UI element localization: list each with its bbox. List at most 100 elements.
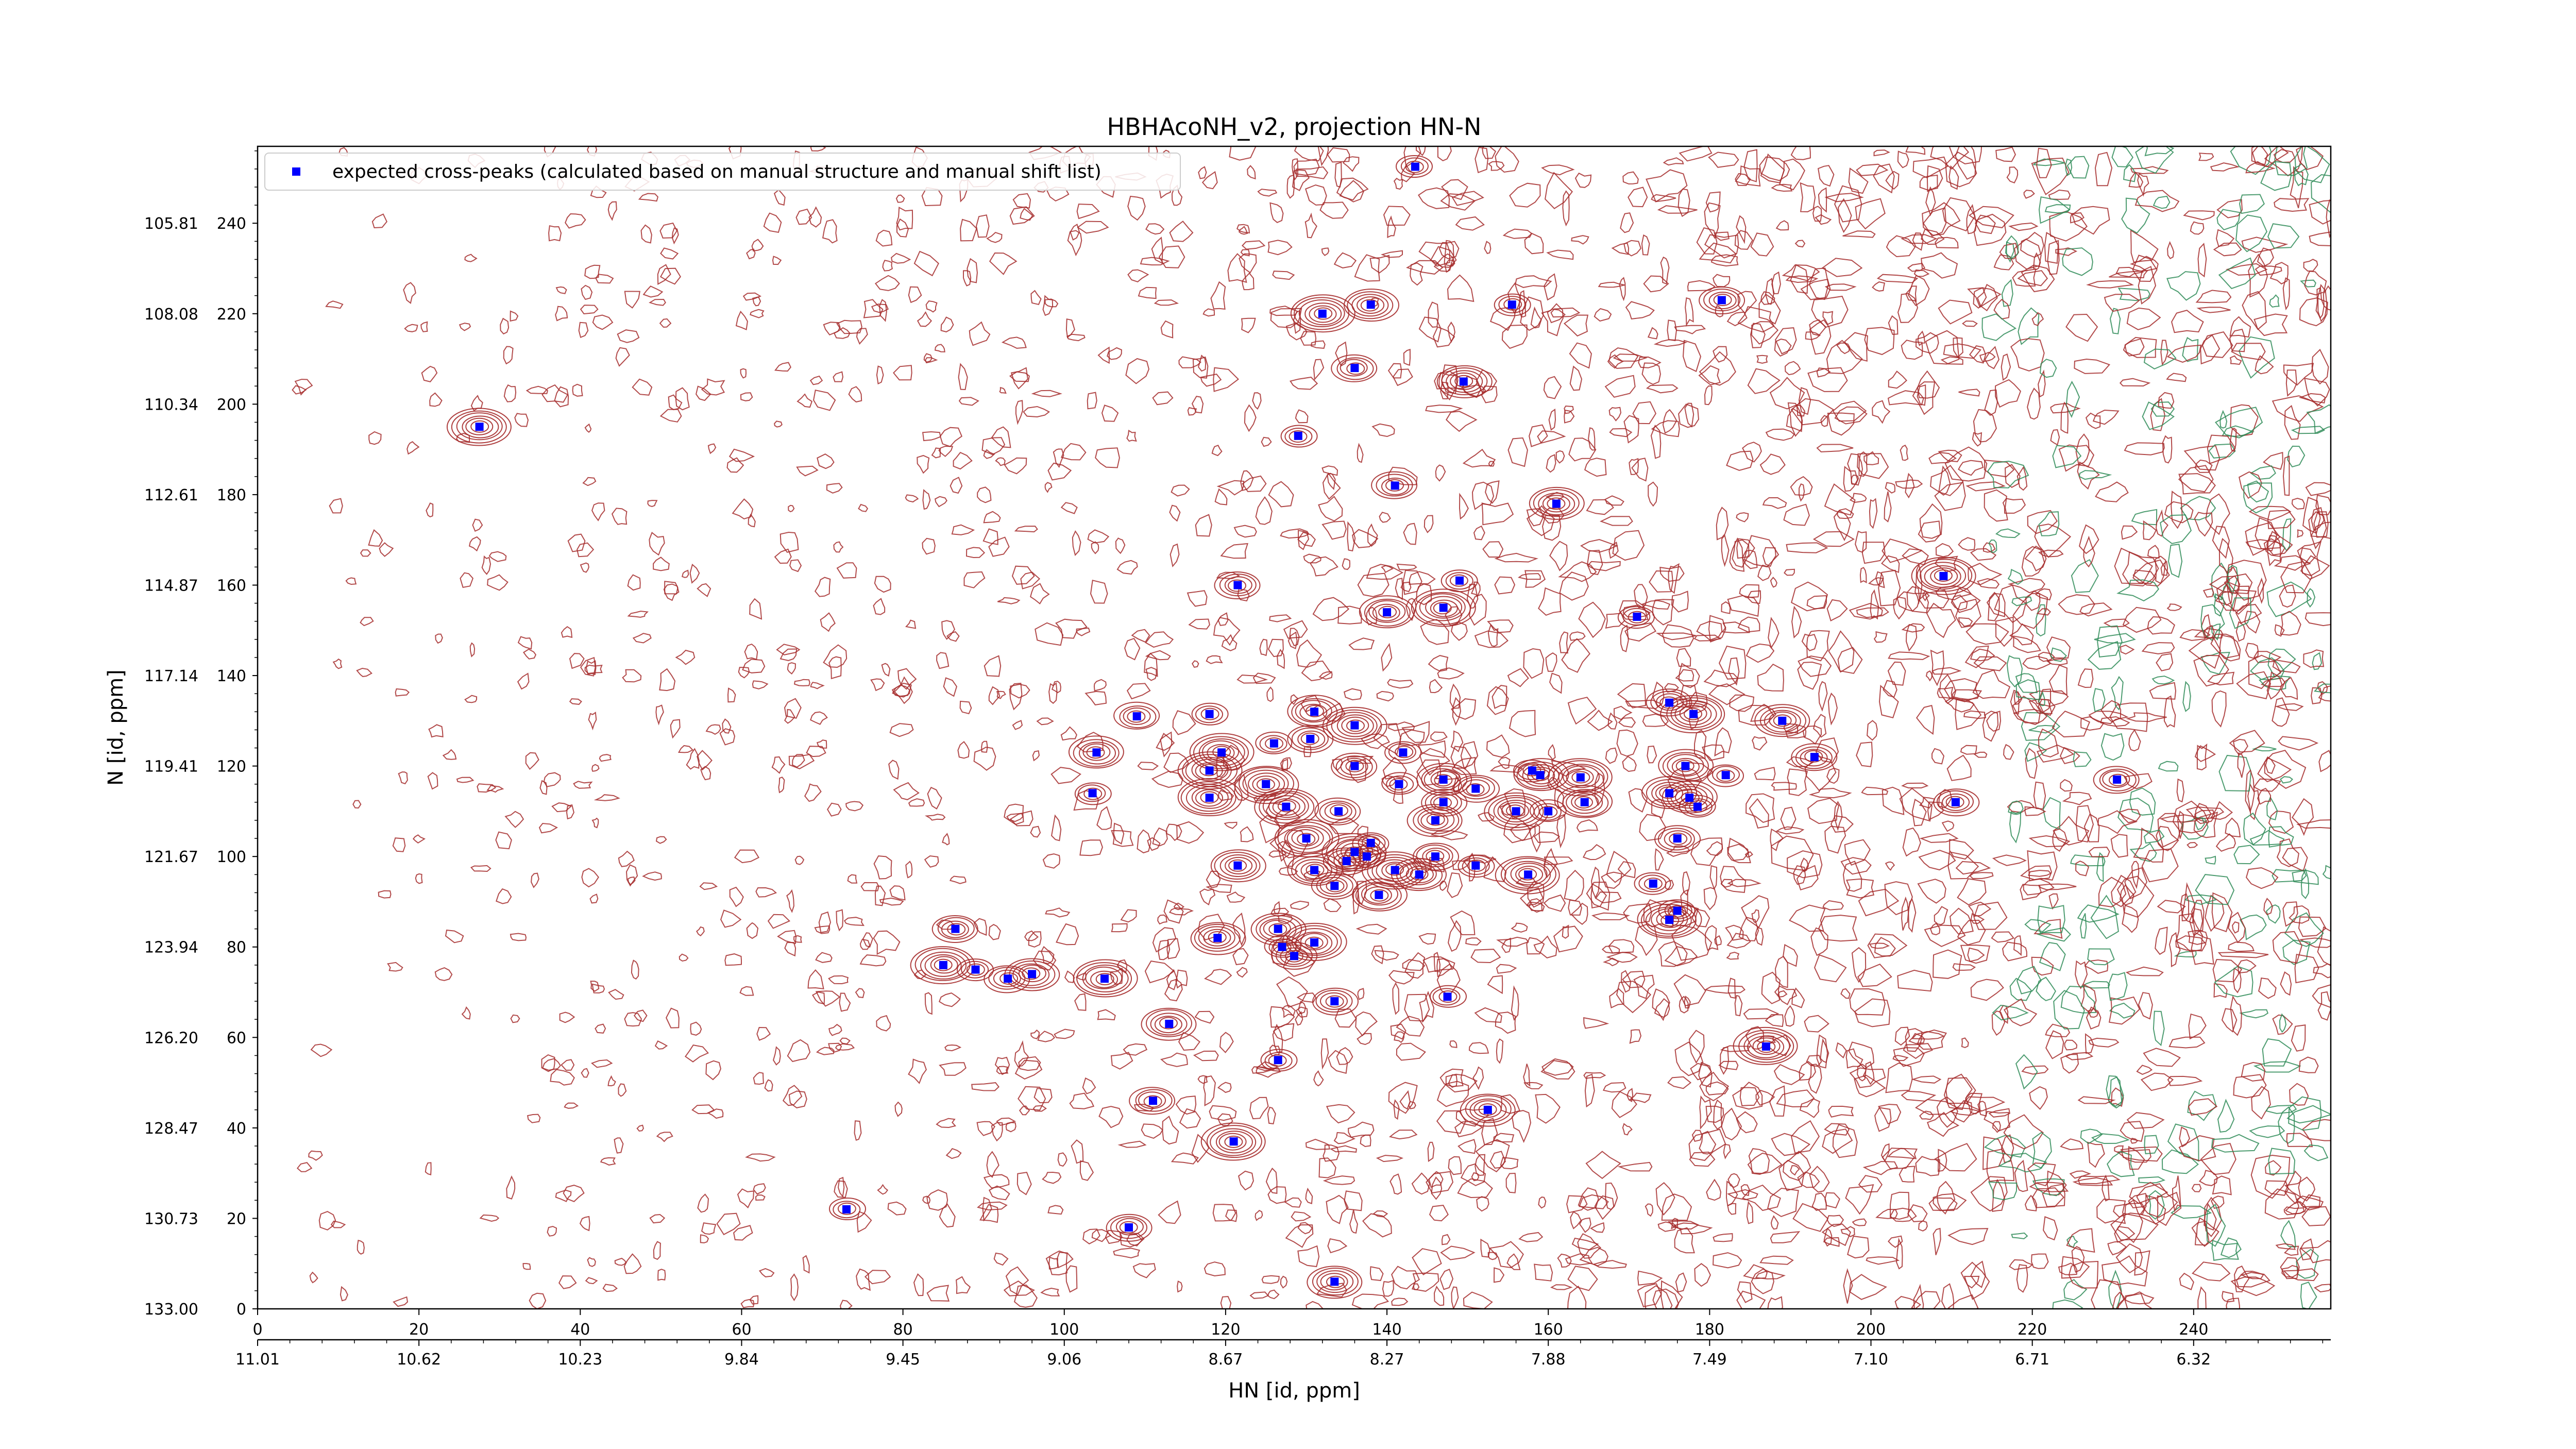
expected-cross-peak-marker [1536, 771, 1545, 780]
noise-contour-positive [814, 577, 831, 597]
noise-contour-positive [340, 1286, 348, 1302]
noise-contour-positive [2282, 277, 2290, 311]
noise-contour-positive [690, 1021, 702, 1036]
peak-contour [1372, 603, 1400, 621]
noise-contour-positive [1529, 424, 1548, 447]
noise-contour-positive [975, 214, 990, 238]
noise-contour-positive [1388, 466, 1418, 485]
noise-contour-positive [1548, 744, 1556, 761]
noise-contour-positive [1944, 697, 1975, 713]
peak-contour [1263, 920, 1291, 937]
noise-contour-positive [806, 746, 826, 757]
peak-contour [1314, 797, 1361, 825]
noise-contour-positive [836, 909, 844, 932]
peak-contour [1078, 784, 1106, 802]
noise-contour-positive [810, 711, 828, 725]
peak-contour [1194, 923, 1241, 952]
noise-contour-positive [808, 206, 822, 228]
noise-contour-positive [963, 571, 986, 588]
noise-contour-positive [2266, 671, 2283, 700]
noise-contour-positive [1460, 1163, 1486, 1186]
noise-contour-positive [2023, 190, 2035, 199]
noise-contour-positive [2181, 882, 2196, 924]
noise-contour-positive [1204, 1261, 1226, 1277]
noise-contour-positive [2044, 232, 2059, 264]
noise-contour-negative [2167, 1123, 2199, 1162]
noise-contour-positive [939, 1062, 967, 1076]
noise-contour-positive [1617, 683, 1647, 709]
noise-contour-positive [1918, 520, 1941, 543]
noise-contour-positive [1416, 583, 1432, 605]
peak-contour [1433, 602, 1452, 615]
noise-contour-positive [1708, 683, 1745, 705]
noise-contour-positive [790, 1273, 799, 1302]
expected-cross-peak-marker [1431, 852, 1439, 861]
expected-cross-peak-marker [1391, 481, 1399, 490]
noise-contour-positive [893, 676, 913, 704]
expected-cross-peak-marker [1939, 571, 1948, 580]
noise-contour-positive [1543, 376, 1562, 399]
noise-contour-positive [1379, 512, 1391, 523]
expected-cross-peak-marker [939, 961, 947, 969]
noise-contour-positive [1020, 208, 1033, 221]
peak-contour [1085, 966, 1123, 989]
noise-contour-positive [2278, 736, 2319, 751]
noise-contour-positive [1090, 579, 1108, 604]
noise-contour-negative [2150, 401, 2175, 417]
noise-contour-positive [1762, 497, 1787, 509]
noise-contour-positive [1973, 656, 2007, 671]
noise-contour-negative [2229, 597, 2252, 629]
noise-contour-positive [1591, 866, 1600, 899]
peak-contour [1199, 764, 1218, 777]
noise-contour-positive [1790, 264, 1808, 294]
noise-contour-negative [2312, 652, 2323, 670]
peak-contour [1501, 802, 1529, 820]
noise-contour-positive [1887, 390, 1924, 406]
y-index-tick-label: 140 [217, 667, 246, 685]
noise-contour-positive [1798, 483, 1805, 502]
noise-contour-positive [1503, 815, 1532, 844]
noise-contour-positive [1305, 1139, 1330, 1150]
noise-contour-positive [2317, 926, 2331, 967]
noise-contour-positive [1905, 285, 1917, 302]
noise-contour-positive [1729, 537, 1745, 572]
noise-contour-positive [1376, 1155, 1404, 1162]
noise-contour-positive [1571, 1237, 1599, 1251]
noise-contour-positive [2122, 551, 2159, 587]
noise-contour-positive [794, 855, 805, 865]
noise-contour-positive [1321, 465, 1338, 476]
noise-contour-positive [1653, 339, 1688, 347]
peak-contour [1200, 707, 1219, 720]
noise-contour-positive [1547, 308, 1566, 324]
noise-contour-positive [1613, 705, 1633, 720]
noise-contour-negative [2216, 209, 2241, 231]
peak-contour [1411, 588, 1476, 627]
peak-contour [1795, 746, 1833, 769]
noise-contour-positive [1822, 1128, 1853, 1154]
peak-contour [1533, 803, 1562, 821]
noise-contour-positive [789, 559, 802, 572]
noise-contour-positive [1010, 683, 1030, 699]
noise-contour-positive [1158, 245, 1185, 268]
noise-contour-positive [1720, 866, 1747, 893]
noise-contour-positive [1774, 327, 1797, 355]
noise-contour-positive [1566, 1195, 1588, 1214]
peak-contour [1347, 291, 1394, 319]
noise-contour-positive [2272, 697, 2290, 727]
noise-contour-positive [1827, 693, 1838, 726]
noise-contour-positive [595, 1023, 606, 1034]
noise-contour-positive [1961, 1037, 1969, 1048]
noise-contour-positive [2021, 1065, 2049, 1075]
noise-contour-positive [2122, 606, 2162, 633]
peak-contour [1529, 486, 1585, 520]
noise-contour-positive [836, 319, 862, 334]
noise-contour-positive [1953, 337, 1963, 358]
x-index-tick-label: 40 [570, 1321, 590, 1339]
noise-contour-positive [1429, 1205, 1449, 1222]
expected-cross-peak-marker [1350, 364, 1359, 373]
noise-contour-positive [1739, 1087, 1760, 1106]
noise-contour-positive [1576, 819, 1598, 833]
noise-contour-positive [378, 890, 392, 899]
noise-contour-positive [309, 1271, 318, 1284]
noise-contour-positive [1213, 617, 1241, 646]
